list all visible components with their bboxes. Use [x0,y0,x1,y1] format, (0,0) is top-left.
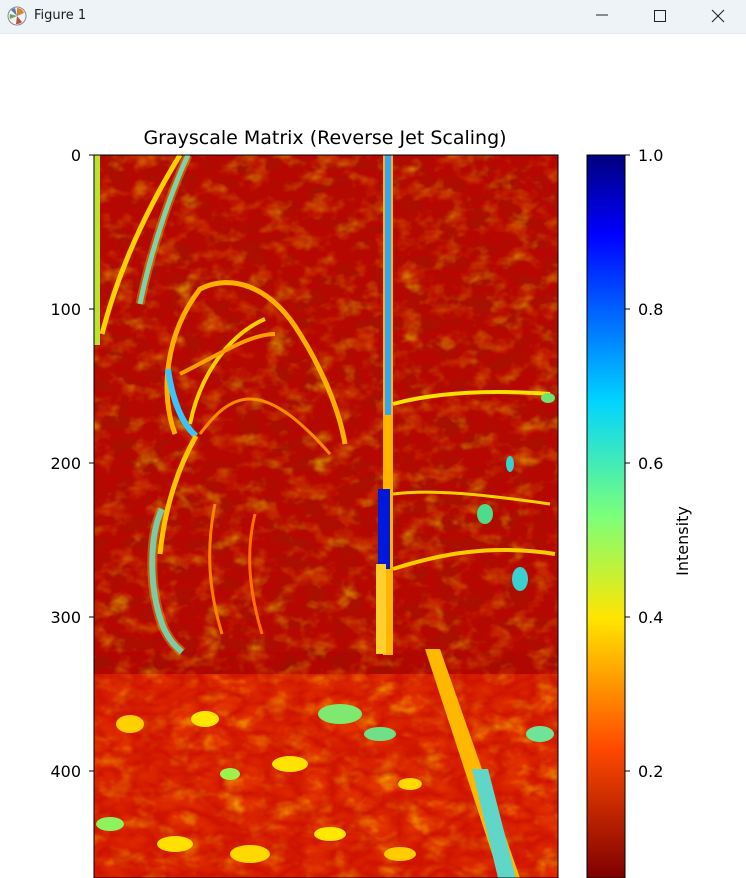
colorbar-tick-label: 0.4 [638,608,663,627]
y-axis: 0 100 200 300 400 [50,146,94,781]
window-titlebar: Figure 1 [0,0,746,34]
minimize-button[interactable] [573,0,631,33]
maximize-icon [654,10,666,22]
colorbar-label: Intensity [673,506,692,576]
y-tick-label: 100 [50,300,81,319]
y-tick-label: 200 [50,454,81,473]
matplotlib-icon [7,6,27,26]
y-tick-label: 0 [71,146,81,165]
colorbar [587,155,625,878]
minimize-icon [596,14,608,16]
colorbar-frame [586,154,626,878]
close-button[interactable] [689,0,746,33]
colorbar-tick-label: 1.0 [638,146,663,165]
plot-svg: Grayscale Matrix (Reverse Jet Scaling) [50,127,692,878]
figure-canvas: Grayscale Matrix (Reverse Jet Scaling) [0,34,746,878]
colorbar-tick-label: 0.8 [638,300,663,319]
chart-title: Grayscale Matrix (Reverse Jet Scaling) [143,127,506,149]
heatmap-image [94,155,558,878]
colorbar-tick-label: 0.2 [638,762,663,781]
y-tick-label: 300 [50,608,81,627]
colorbar-tick-label: 0.6 [638,454,663,473]
y-tick-label: 400 [50,762,81,781]
window-title: Figure 1 [34,8,87,23]
maximize-button[interactable] [631,0,689,33]
close-icon [711,9,725,23]
axes-frame [93,154,559,878]
colorbar-axis: 1.0 0.8 0.6 0.4 0.2 [625,146,663,781]
